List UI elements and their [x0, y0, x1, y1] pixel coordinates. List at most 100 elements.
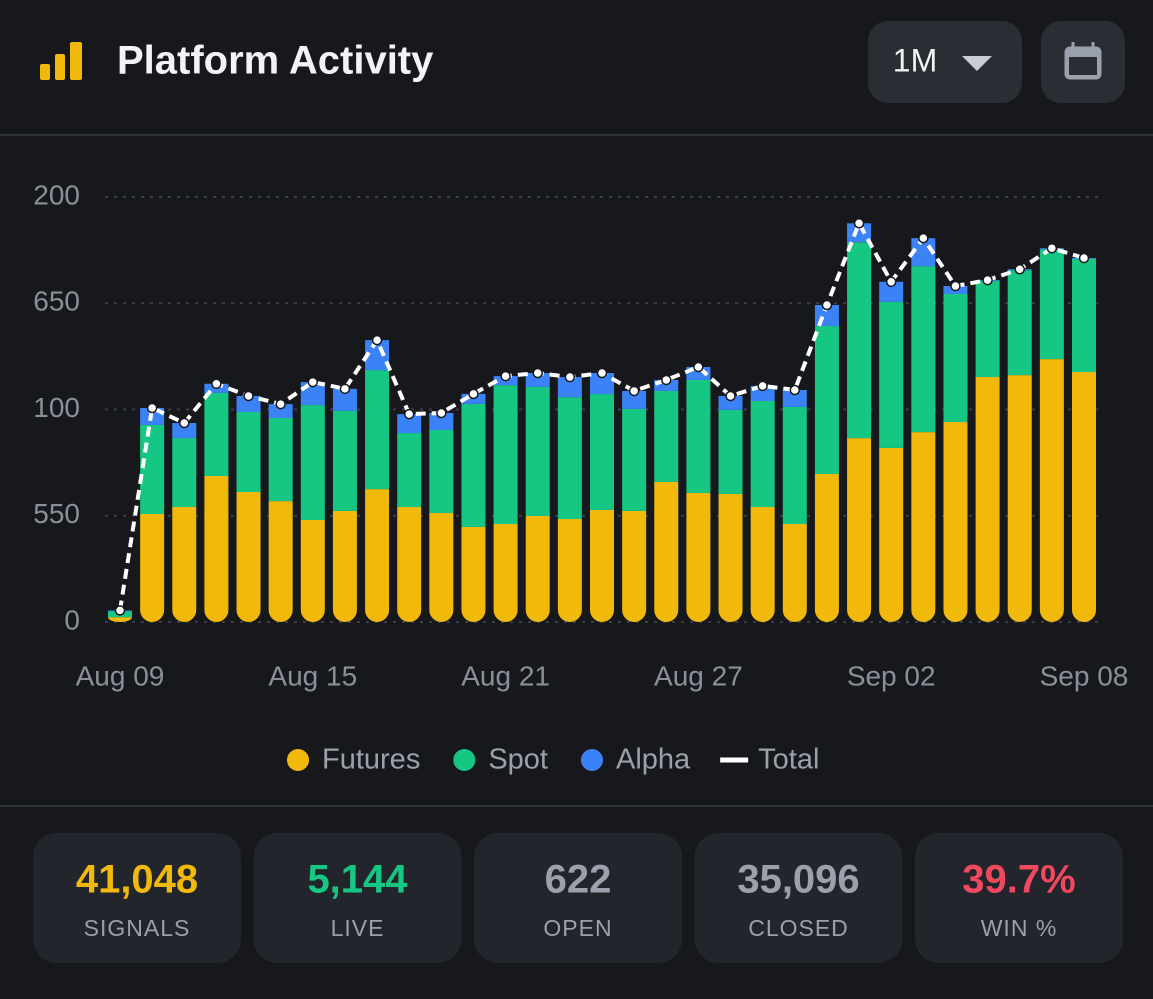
stat-value: 5,144: [307, 858, 408, 902]
bar-segment: [236, 412, 261, 492]
bar-segment: [1072, 372, 1096, 622]
bar-segment: [1039, 249, 1064, 360]
bar-segment: [140, 424, 165, 515]
bar-segment: [332, 388, 357, 411]
bar-segment: [1072, 259, 1096, 373]
bar-segment: [590, 509, 614, 622]
legend-swatch: [581, 749, 603, 771]
bar-segment: [782, 524, 807, 622]
bar-segment: [814, 326, 839, 475]
stat-value: 35,096: [737, 858, 859, 902]
stat-label: SIGNALS: [84, 915, 191, 941]
stat-label: OPEN: [543, 915, 612, 941]
total-point: [950, 280, 961, 292]
total-point: [114, 605, 126, 616]
bar-segment: [493, 385, 518, 525]
stat-value: 622: [545, 858, 612, 902]
range-dropdown[interactable]: [868, 21, 1022, 103]
bar-segment: [525, 515, 550, 622]
bar-segment: [750, 507, 775, 622]
stats: 41,048 SIGNALS 5,144 LIVE 622 OPEN 35,096 CLOSE…: [33, 833, 1123, 963]
bar-segment: [332, 510, 357, 622]
bar-segment: [204, 475, 229, 622]
total-point: [146, 402, 158, 414]
stat-label: LIVE: [331, 915, 385, 941]
bar-segment: [943, 293, 968, 423]
total-point: [1014, 264, 1025, 275]
total-point: [339, 383, 351, 395]
total-point: [468, 388, 479, 400]
bar-segment: [461, 526, 486, 622]
bar-segment: [943, 422, 968, 622]
x-tick-label: Sep 08: [1040, 660, 1129, 691]
bar-segment: [397, 433, 422, 508]
bar-segment: [590, 394, 614, 510]
y-tick-label: 650: [33, 286, 80, 317]
stat-value: 41,048: [76, 858, 198, 902]
bar-segment: [493, 524, 518, 622]
legend-label: Spot: [488, 744, 548, 776]
bar-segment: [879, 281, 904, 302]
bar-segment: [847, 438, 872, 622]
total-point: [179, 417, 190, 429]
stat-label: WIN %: [981, 915, 1058, 941]
bar-segment: [879, 447, 904, 622]
total-point: [596, 367, 608, 379]
bar-segment: [911, 432, 936, 622]
stat-card: [474, 833, 682, 963]
bar-segment: [365, 370, 390, 490]
x-tick-label: Aug 27: [654, 660, 743, 691]
bar-segment: [718, 395, 743, 410]
total-point: [789, 384, 801, 396]
bar-segment: [429, 412, 454, 430]
bar-segment: [590, 372, 614, 395]
bar-segment: [268, 501, 293, 622]
total-point: [693, 361, 704, 373]
bar-segment: [140, 514, 165, 622]
bar-segment: [172, 438, 197, 508]
total-point: [1046, 242, 1058, 254]
y-tick-label: 550: [33, 498, 80, 529]
total-point: [211, 378, 222, 390]
total-point: [275, 398, 286, 410]
bar-segment: [172, 507, 197, 622]
total-point: [436, 407, 447, 419]
bar-segment: [300, 405, 325, 520]
stat-value: 39.7%: [962, 858, 1075, 902]
total-point: [821, 299, 833, 311]
legend-label: Alpha: [616, 744, 691, 776]
bar-segment: [397, 507, 422, 622]
total-point: [500, 370, 511, 382]
total-point: [403, 408, 415, 420]
total-point: [757, 380, 768, 392]
total-point: [1078, 252, 1090, 264]
bar-segment: [268, 404, 293, 418]
y-tick-label: 200: [33, 179, 80, 210]
legend-label: Total: [758, 744, 819, 776]
stat-card: [694, 833, 903, 963]
title: Platform Activity: [117, 39, 434, 83]
bar-segment: [461, 403, 486, 527]
stat-card: [33, 833, 241, 963]
total-point: [885, 276, 897, 288]
total-point: [564, 371, 576, 383]
bar-segment: [429, 513, 454, 622]
total-point: [661, 374, 672, 386]
logo-icon: [40, 42, 82, 80]
bar-segment: [718, 409, 743, 494]
range-label: 1M: [893, 42, 937, 78]
bar-segment: [1007, 375, 1032, 622]
bar-segment: [879, 301, 904, 448]
bar-segment: [365, 489, 390, 622]
total-point: [853, 218, 865, 229]
total-point: [243, 390, 254, 402]
bar-segment: [782, 389, 807, 407]
bar-segment: [429, 429, 454, 514]
y-tick-label: 0: [64, 604, 80, 635]
bar-segment: [654, 481, 679, 622]
bar-segment: [236, 491, 261, 622]
bar-segment: [622, 390, 647, 409]
bar-segment: [686, 379, 711, 493]
